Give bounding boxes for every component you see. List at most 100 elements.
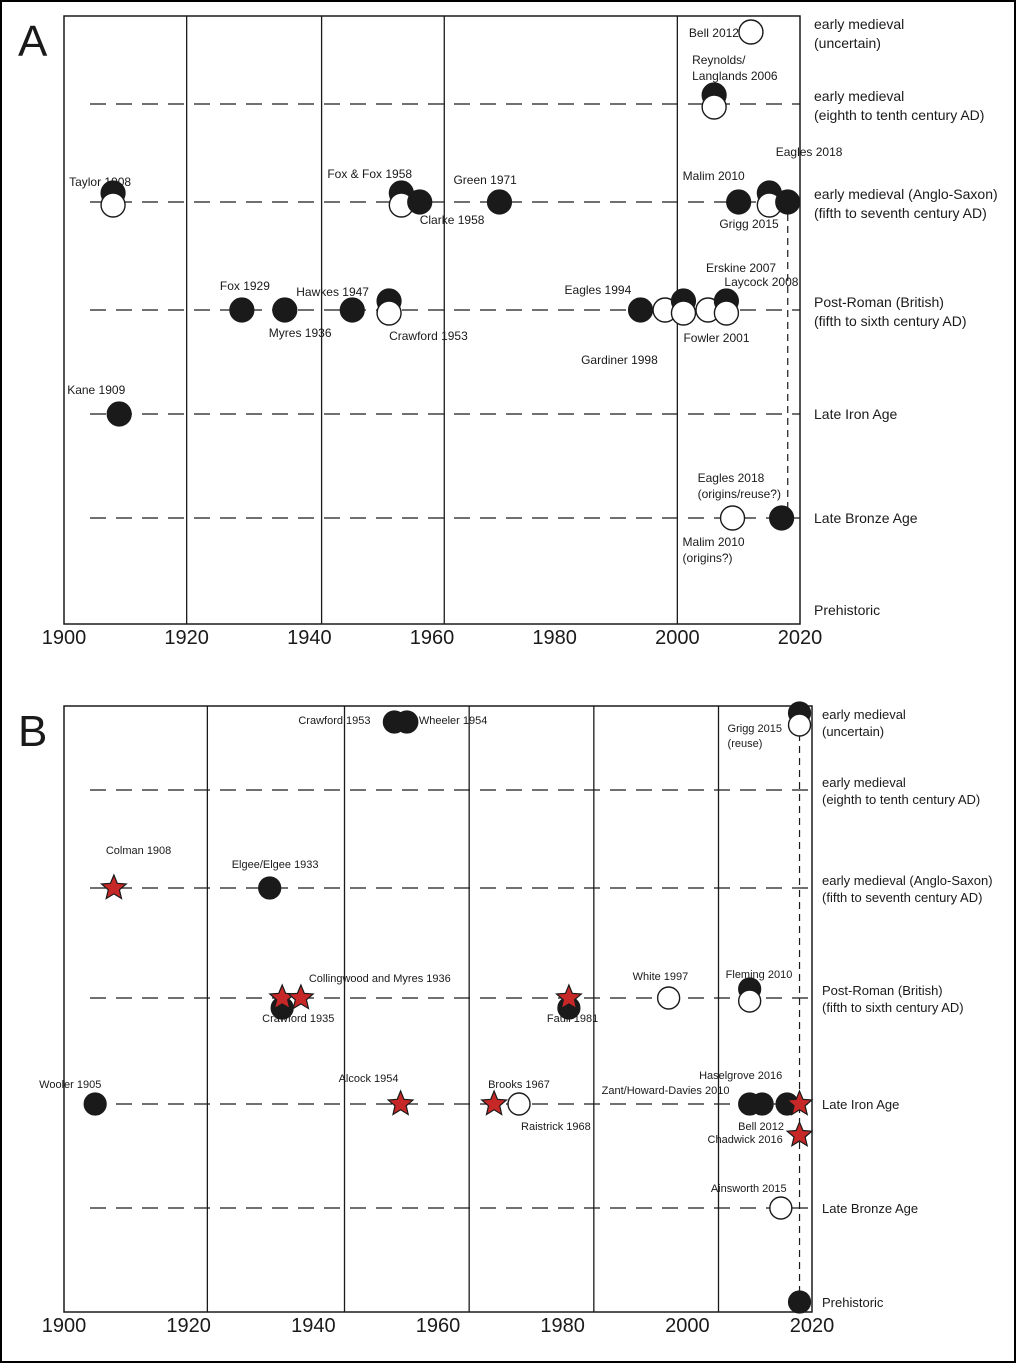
x-tick-label: 1940 bbox=[291, 1315, 336, 1337]
data-point-filled bbox=[486, 189, 513, 215]
point-label: Wheeler 1954 bbox=[419, 715, 488, 727]
category-label: early medieval bbox=[814, 88, 904, 104]
data-point-filled bbox=[750, 1092, 774, 1116]
data-point-filled bbox=[775, 189, 801, 215]
category-label: early medieval bbox=[814, 16, 904, 32]
x-tick-label: 1960 bbox=[410, 627, 455, 649]
category-label: (eighth to tenth century AD) bbox=[814, 107, 984, 123]
point-label: Faull 1981 bbox=[547, 1013, 598, 1025]
point-label: Crawford 1953 bbox=[298, 715, 370, 727]
data-point-open bbox=[656, 986, 681, 1010]
point-label: Kane 1909 bbox=[67, 383, 125, 397]
x-tick-label: 2000 bbox=[655, 627, 700, 649]
plot-frame bbox=[63, 15, 801, 625]
point-label: Elgee/Elgee 1933 bbox=[232, 859, 319, 871]
x-tick-label: 1900 bbox=[42, 627, 87, 649]
category-label: early medieval (Anglo-Saxon) bbox=[822, 873, 993, 888]
category-label: Late Bronze Age bbox=[822, 1201, 918, 1216]
point-label: Crawford 1953 bbox=[389, 329, 468, 343]
point-label: Bell 2012 bbox=[738, 1121, 784, 1133]
point-label: Zant/Howard-Davies 2010 bbox=[602, 1085, 730, 1097]
point-label: Grigg 2015 bbox=[719, 217, 779, 231]
data-point-filled bbox=[83, 1092, 107, 1116]
category-label: (fifth to seventh century AD) bbox=[822, 890, 982, 905]
point-label: Eagles 1994 bbox=[565, 283, 632, 297]
data-point-star bbox=[785, 1120, 814, 1147]
point-label: White 1997 bbox=[633, 971, 689, 983]
point-label: Ainsworth 2015 bbox=[711, 1183, 787, 1195]
point-label: Crawford 1935 bbox=[262, 1013, 334, 1025]
point-label-line2: (reuse) bbox=[728, 738, 763, 750]
point-label: Reynolds/ bbox=[692, 53, 746, 67]
point-label: Fox 1929 bbox=[220, 279, 270, 293]
category-label: Prehistoric bbox=[814, 602, 880, 618]
point-label: Colman 1908 bbox=[106, 845, 171, 857]
point-label: Bell 2012 bbox=[689, 26, 739, 40]
data-point-open bbox=[719, 505, 746, 531]
data-point-filled bbox=[787, 1290, 812, 1314]
panel-letter-b: B bbox=[18, 707, 47, 756]
x-tick-label: 2020 bbox=[778, 627, 823, 649]
category-label: Late Iron Age bbox=[814, 406, 898, 422]
category-label: Late Iron Age bbox=[822, 1097, 899, 1112]
data-point-filled bbox=[407, 189, 433, 215]
point-label: Myres 1936 bbox=[269, 326, 332, 340]
data-point-filled bbox=[726, 189, 752, 215]
x-tick-label: 2000 bbox=[665, 1315, 710, 1337]
category-label: Prehistoric bbox=[822, 1295, 884, 1310]
category-label: early medieval bbox=[822, 707, 906, 722]
data-point-open bbox=[713, 300, 740, 326]
data-point-star bbox=[480, 1089, 508, 1116]
point-label: Wooler 1905 bbox=[39, 1079, 101, 1091]
data-point-open bbox=[100, 192, 126, 218]
x-tick-label: 1920 bbox=[166, 1315, 211, 1337]
data-point-open bbox=[701, 94, 727, 120]
point-label-line2: Langlands 2006 bbox=[692, 69, 778, 83]
data-point-open bbox=[670, 300, 697, 326]
x-tick-label: 2020 bbox=[790, 1315, 835, 1337]
point-label: Laycock 2008 bbox=[724, 275, 798, 289]
category-label: (fifth to seventh century AD) bbox=[814, 205, 987, 221]
point-label: Gardiner 1998 bbox=[581, 353, 658, 367]
data-point-open bbox=[737, 989, 762, 1013]
point-label: Fowler 2001 bbox=[683, 331, 749, 345]
data-point-filled bbox=[768, 505, 795, 531]
x-tick-label: 1980 bbox=[540, 1315, 585, 1337]
point-label: Raistrick 1968 bbox=[521, 1121, 591, 1133]
point-label: Eagles 2018 bbox=[776, 145, 843, 159]
point-label: Clarke 1958 bbox=[420, 213, 485, 227]
data-point-star bbox=[386, 1089, 415, 1116]
x-tick-label: 1920 bbox=[164, 627, 209, 649]
data-point-filled bbox=[627, 297, 654, 323]
point-label: Fleming 2010 bbox=[726, 969, 793, 981]
data-point-filled bbox=[272, 297, 298, 323]
point-label: Malim 2010 bbox=[683, 169, 745, 183]
point-label: Brooks 1967 bbox=[488, 1079, 550, 1091]
data-point-filled bbox=[106, 401, 132, 427]
point-label: Erskine 2007 bbox=[706, 261, 776, 275]
data-point-star bbox=[287, 983, 315, 1010]
point-label: Taylor 1908 bbox=[69, 175, 131, 189]
panel-letter-a: A bbox=[18, 17, 48, 66]
point-label: Green 1971 bbox=[453, 173, 517, 187]
category-label: (fifth to sixth century AD) bbox=[814, 313, 967, 329]
category-label: Post-Roman (British) bbox=[822, 983, 943, 998]
data-point-star bbox=[100, 873, 128, 900]
data-point-open bbox=[769, 1196, 793, 1220]
data-point-star bbox=[785, 1089, 814, 1116]
point-label: Alcock 1954 bbox=[339, 1073, 399, 1085]
category-label: early medieval bbox=[822, 775, 906, 790]
data-point-star bbox=[555, 983, 583, 1010]
point-label-line2: (origins/reuse?) bbox=[698, 487, 781, 501]
point-label: Collingwood and Myres 1936 bbox=[309, 973, 451, 985]
point-label: Malim 2010 bbox=[683, 535, 745, 549]
data-point-filled bbox=[229, 297, 255, 323]
point-label: Haselgrove 2016 bbox=[699, 1070, 782, 1082]
category-label: (uncertain) bbox=[822, 724, 884, 739]
x-tick-label: 1980 bbox=[532, 627, 577, 649]
point-label-line2: (origins?) bbox=[683, 551, 733, 565]
plot-frame bbox=[63, 705, 813, 1313]
data-point-filled bbox=[395, 710, 419, 734]
